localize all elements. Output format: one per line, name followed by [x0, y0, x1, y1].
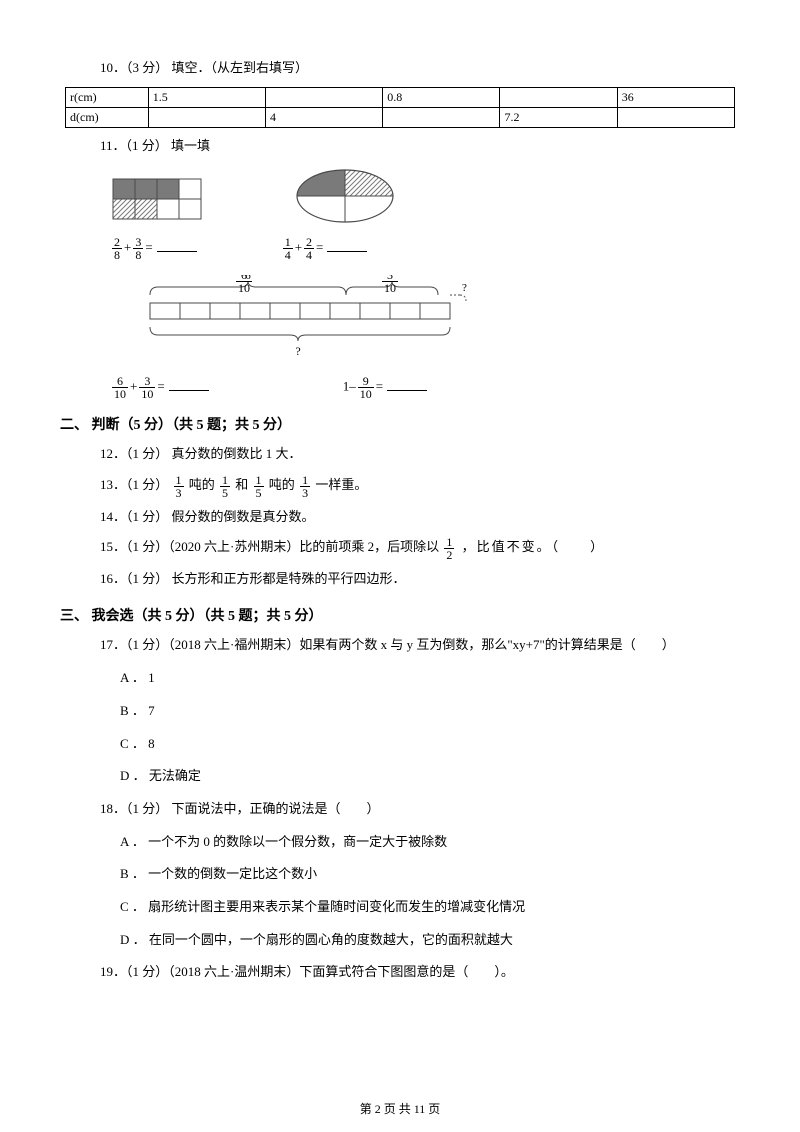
- question-17: 17．（1 分）（2018 六上·福州期末）如果有两个数 x 与 y 互为倒数，…: [100, 633, 740, 658]
- question-15: 15．（1 分）（2020 六上·苏州期末）比的前项乘 2，后项除以 12 ，比…: [100, 535, 740, 561]
- q11-eq2: 14+24=: [281, 236, 372, 261]
- q18-option-a: A ． 一个不为 0 的数除以一个假分数，商一定大于被除数: [120, 830, 740, 855]
- cell: 0.8: [383, 87, 500, 107]
- question-14: 14．（1 分） 假分数的倒数是真分数。: [100, 505, 740, 530]
- q11-figures: 28+38= 14+24= 6: [110, 166, 740, 400]
- cell: [383, 107, 500, 127]
- cell: [148, 107, 265, 127]
- section-2-title: 二、 判断（5 分）（共 5 题；共 5 分）: [60, 414, 740, 434]
- question-11: 11．（1 分） 填一填: [100, 134, 740, 159]
- svg-text:?: ?: [295, 344, 300, 358]
- q11-eq3: 610+310=: [110, 375, 213, 400]
- q17-option-a: A ． 1: [120, 666, 740, 691]
- q17-option-b: B ． 7: [120, 699, 740, 724]
- cell: 4: [265, 107, 382, 127]
- q18-option-d: D ． 在同一个圆中，一个扇形的圆心角的度数越大，它的面积就越大: [120, 928, 740, 953]
- cell: [617, 107, 734, 127]
- section-3-title: 三、 我会选（共 5 分）（共 5 题；共 5 分）: [60, 605, 740, 625]
- q11-eq1: 28+38=: [110, 236, 201, 261]
- cell-r-label: r(cm): [66, 87, 149, 107]
- question-12: 12．（1 分） 真分数的倒数比 1 大．: [100, 442, 740, 467]
- question-13: 13．（1 分） 13 吨的 15 和 15 吨的 13 一样重。: [100, 473, 740, 499]
- cell: 36: [617, 87, 734, 107]
- cell: [500, 87, 617, 107]
- number-line-figure: 6 ?: [110, 275, 470, 365]
- svg-text:?: ?: [462, 282, 467, 294]
- q18-option-b: B ． 一个数的倒数一定比这个数小: [120, 862, 740, 887]
- cell: 7.2: [500, 107, 617, 127]
- cell: [265, 87, 382, 107]
- page-footer: 第 2 页 共 11 页: [0, 1100, 800, 1117]
- ellipse-figure: [290, 166, 400, 226]
- q17-option-d: D ． 无法确定: [120, 764, 740, 789]
- cell-d-label: d(cm): [66, 107, 149, 127]
- q17-option-c: C ． 8: [120, 732, 740, 757]
- question-16: 16．（1 分） 长方形和正方形都是特殊的平行四边形．: [100, 567, 740, 592]
- q10-table: r(cm) 1.5 0.8 36 d(cm) 4 7.2: [65, 87, 735, 128]
- q11-eq4: 1–910=: [343, 375, 431, 400]
- cell: 1.5: [148, 87, 265, 107]
- rect-grid-figure: [110, 176, 210, 226]
- question-19: 19．（1 分）（2018 六上·温州期末）下面算式符合下图图意的是（ ）。: [100, 960, 740, 985]
- question-18: 18．（1 分） 下面说法中，正确的说法是（ ）: [100, 797, 740, 822]
- question-10: 10．（3 分） 填空．（从左到右填写）: [100, 56, 740, 81]
- q18-option-c: C ． 扇形统计图主要用来表示某个量随时间变化而发生的增减变化情况: [120, 895, 740, 920]
